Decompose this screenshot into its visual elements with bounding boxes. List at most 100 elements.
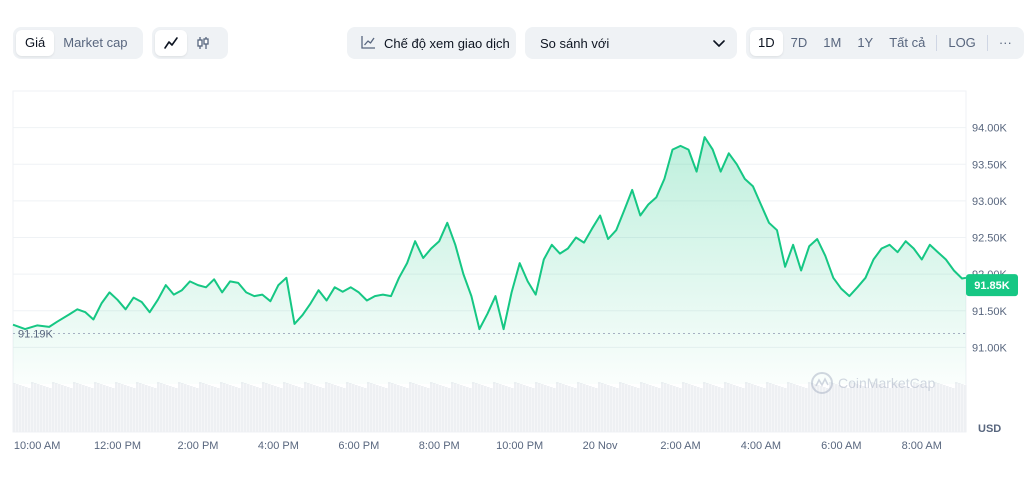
volume-bar <box>817 385 820 432</box>
candlestick-icon[interactable] <box>187 30 219 56</box>
volume-bar <box>862 386 865 432</box>
chevron-down-icon <box>713 36 725 51</box>
volume-bar <box>661 382 664 432</box>
compare-select[interactable]: So sánh với <box>525 27 737 59</box>
volume-bar <box>676 387 679 432</box>
volume-bar <box>304 382 307 432</box>
volume-bar <box>151 387 154 432</box>
volume-bar <box>115 382 118 432</box>
volume-bar <box>34 383 37 432</box>
volume-bar <box>487 387 490 432</box>
range-1y[interactable]: 1Y <box>857 35 874 50</box>
volume-bar <box>448 388 451 432</box>
volume-bar <box>259 388 262 432</box>
volume-bar <box>58 384 61 432</box>
trading-view-icon <box>361 35 376 52</box>
volume-bar <box>409 382 412 432</box>
x-axis: 10:00 AM 12:00 PM 2:00 PM 4:00 PM 6:00 PM 8:0… <box>14 440 942 452</box>
volume-bar <box>706 383 709 432</box>
volume-bar <box>481 385 484 432</box>
range-7d[interactable]: 7D <box>790 35 808 50</box>
volume-bar <box>643 383 646 432</box>
divider <box>936 35 938 51</box>
volume-bar <box>802 387 805 432</box>
volume-bar <box>664 383 667 432</box>
x-tick-label: 20 Nov <box>583 440 618 452</box>
volume-bar <box>874 383 877 432</box>
volume-bar <box>382 387 385 432</box>
volume-bars <box>13 382 967 432</box>
volume-bar <box>400 386 403 432</box>
range-1d[interactable]: 1D <box>750 30 783 56</box>
volume-bar <box>808 382 811 432</box>
volume-bar <box>484 386 487 432</box>
volume-bar <box>301 388 304 432</box>
volume-bar <box>340 387 343 432</box>
volume-bar <box>835 384 838 432</box>
volume-bar <box>637 388 640 432</box>
volume-bar <box>844 387 847 432</box>
range-1m[interactable]: 1M <box>823 35 842 50</box>
volume-bar <box>691 385 694 432</box>
price-area <box>13 137 966 384</box>
volume-bar <box>550 387 553 432</box>
x-tick-label: 4:00 PM <box>258 440 299 452</box>
volume-bar <box>421 386 424 432</box>
volume-bar <box>463 386 466 432</box>
volume-bar <box>193 387 196 432</box>
volume-bar <box>667 384 670 432</box>
volume-bar <box>406 388 409 432</box>
volume-bar <box>190 386 193 432</box>
volume-bar <box>163 384 166 432</box>
volume-bar <box>436 384 439 432</box>
volume-bar <box>631 386 634 432</box>
volume-bar <box>385 388 388 432</box>
range-all[interactable]: Tất cả <box>889 35 926 50</box>
volume-bar <box>571 387 574 432</box>
volume-bar <box>397 385 400 432</box>
more-options-button[interactable]: ··· <box>998 35 1012 50</box>
volume-bar <box>178 382 181 432</box>
volume-bar <box>253 386 256 432</box>
open-price-label: 91.19K <box>18 328 54 340</box>
volume-bar <box>352 384 355 432</box>
volume-bar <box>73 382 76 432</box>
line-chart-icon[interactable] <box>155 30 187 56</box>
volume-bar <box>235 387 238 432</box>
tab-price[interactable]: Giá <box>16 30 55 56</box>
volume-bar <box>565 385 568 432</box>
price-line <box>12 136 967 331</box>
volume-bar <box>97 383 100 432</box>
volume-bar <box>346 382 349 432</box>
volume-bar <box>541 384 544 432</box>
x-tick-label: 6:00 AM <box>821 440 861 452</box>
volume-bar <box>556 382 559 432</box>
volume-bar <box>475 383 478 432</box>
volume-bar <box>655 387 658 432</box>
volume-bar <box>454 383 457 432</box>
x-tick-label: 10:00 PM <box>496 440 543 452</box>
volume-bar <box>67 387 70 432</box>
tab-market-cap[interactable]: Market cap <box>63 35 128 50</box>
volume-bar <box>757 386 760 432</box>
volume-bar <box>826 388 829 432</box>
x-tick-label: 12:00 PM <box>94 440 141 452</box>
volume-bar <box>838 385 841 432</box>
volume-bar <box>490 388 493 432</box>
volume-bar <box>493 382 496 432</box>
volume-bar <box>901 385 904 432</box>
trading-view-button[interactable]: Chế độ xem giao dịch <box>347 27 516 59</box>
volume-bar <box>622 383 625 432</box>
volume-bar <box>505 386 508 432</box>
log-scale-toggle[interactable]: LOG <box>948 35 976 50</box>
volume-bar <box>124 385 127 432</box>
volume-bar <box>577 382 580 432</box>
volume-bar <box>595 388 598 432</box>
volume-bar <box>283 382 286 432</box>
volume-bar <box>868 388 871 432</box>
volume-bar <box>424 387 427 432</box>
volume-bar <box>166 385 169 432</box>
volume-bar <box>478 384 481 432</box>
volume-bar <box>460 385 463 432</box>
volume-bar <box>511 388 514 432</box>
